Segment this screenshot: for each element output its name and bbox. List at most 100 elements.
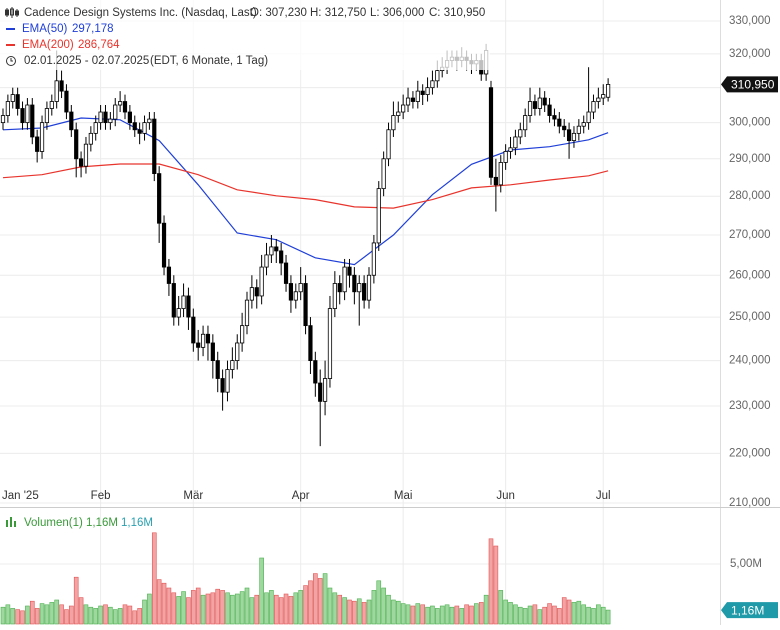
volume-bar (537, 609, 543, 625)
volume-bar (205, 593, 211, 625)
candle-body (415, 90, 420, 102)
volume-bar (356, 598, 362, 625)
volume-bar (249, 597, 255, 625)
volume-bar (508, 602, 513, 625)
volume-bar (313, 573, 318, 625)
candle-body (547, 104, 552, 116)
y-tick-label: 230,000 (729, 400, 771, 412)
ema-line (2, 163, 609, 209)
volume-bar (5, 604, 11, 625)
volume-value: 1,16M (86, 517, 118, 529)
volume-bar (303, 585, 308, 625)
candle-body (49, 101, 54, 109)
volume-bar (381, 587, 386, 625)
volume-bar (25, 605, 30, 625)
x-tick-label: Mai (394, 490, 413, 502)
volume-bar (435, 608, 440, 625)
candle-body (220, 378, 225, 393)
candle-body (186, 295, 191, 318)
volume-bar (405, 604, 411, 625)
volume-bar (239, 591, 245, 625)
volume-bar (210, 592, 216, 625)
volume-bar (29, 600, 35, 625)
candle-body (274, 246, 279, 252)
y-tick-label: 270,000 (729, 229, 771, 241)
volume-legend: Volumen(1) 1,16M 1,16M (6, 517, 153, 529)
legend-value: 286,764 (78, 39, 120, 51)
candle-body (303, 283, 308, 327)
candle-body (157, 173, 162, 224)
candle-body (322, 378, 328, 402)
candle-body (357, 283, 362, 293)
volume-bar (20, 610, 25, 625)
candle-body (200, 333, 206, 348)
volume-bar (596, 604, 601, 625)
volume-bar (264, 592, 269, 625)
volume-bar (186, 597, 191, 625)
volume-bar (283, 593, 289, 625)
y-tick-label: 320,000 (729, 48, 771, 60)
candle-body (161, 222, 167, 268)
candle-body (557, 118, 562, 127)
candle-body (35, 136, 40, 152)
volume-bar (561, 597, 567, 625)
volume-bar (15, 609, 20, 625)
candle-body (430, 80, 435, 89)
volume-bar (88, 606, 94, 625)
candle-body (54, 80, 59, 102)
candle-body (225, 369, 230, 393)
volume-bar (278, 597, 284, 625)
volume-bar (298, 590, 303, 625)
volume-bar (352, 600, 357, 625)
candle-body (313, 360, 318, 384)
candle-body (576, 125, 581, 134)
candle-body (527, 101, 533, 116)
candle-body (420, 90, 425, 95)
volume-name: Volumen(1) (24, 517, 83, 529)
volume-bar (108, 606, 113, 625)
candle-body (532, 101, 538, 109)
candle-body (230, 360, 235, 370)
candle-body (396, 111, 401, 116)
volume-bar (361, 602, 367, 625)
volume-bar (488, 538, 494, 625)
candle-body (166, 266, 172, 284)
candle-body (74, 129, 79, 160)
volume-bar (137, 608, 142, 625)
last-volume-badge (721, 602, 778, 619)
volume-bar (156, 579, 162, 625)
volume-bar (513, 604, 518, 625)
legend-backdrop (0, 0, 490, 70)
candle-body (288, 283, 294, 301)
volume-bar (215, 588, 221, 625)
candle-body (176, 308, 181, 318)
volume-bar (234, 593, 240, 625)
volume-bar (195, 587, 201, 625)
volume-bar (191, 590, 196, 625)
candle-body (44, 108, 50, 124)
candle-body (152, 118, 157, 175)
candle-body (25, 104, 30, 124)
volume-bar (39, 603, 45, 625)
volume-bar (469, 605, 474, 625)
candle-body (571, 132, 577, 141)
volume-bar (93, 608, 99, 625)
volume-bar (98, 605, 103, 625)
volume-bar (103, 604, 108, 625)
candle-body (347, 266, 352, 276)
candle-body (352, 274, 357, 293)
volume-bar (464, 604, 469, 625)
candle-body (376, 188, 381, 244)
volume-bar (566, 599, 572, 625)
candle-body (103, 111, 108, 124)
volume-bar (288, 596, 294, 625)
legend-label: EMA(200) (22, 39, 74, 51)
volume-bar (459, 608, 465, 625)
candle-body (308, 325, 313, 362)
candle-body (93, 122, 98, 134)
candle-body (596, 97, 601, 102)
volume-bar (220, 590, 225, 625)
